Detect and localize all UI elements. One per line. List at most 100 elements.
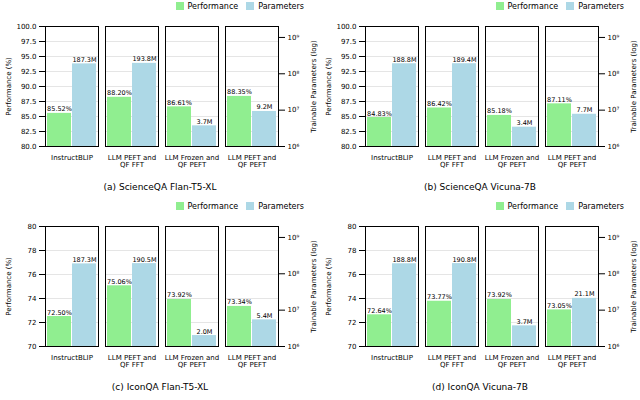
svg-text:188.8M: 188.8M: [392, 256, 416, 264]
svg-text:Performance (%): Performance (%): [5, 257, 13, 316]
svg-text:95.0: 95.0: [341, 53, 357, 61]
svg-text:LLM PEFT andQF FFT: LLM PEFT andQF FFT: [428, 154, 476, 169]
svg-text:21.1M: 21.1M: [574, 290, 594, 298]
svg-text:LLM Frozen andQF PEFT: LLM Frozen andQF PEFT: [485, 154, 539, 169]
svg-text:LLM PEFT andQF PEFT: LLM PEFT andQF PEFT: [548, 154, 596, 169]
svg-text:92.5: 92.5: [21, 68, 37, 76]
svg-text:7.7M: 7.7M: [577, 106, 593, 114]
svg-text:LLM PEFT andQF FFT: LLM PEFT andQF FFT: [428, 354, 476, 369]
svg-text:80: 80: [348, 223, 357, 231]
svg-text:LLM Frozen andQF PEFT: LLM Frozen andQF PEFT: [485, 354, 539, 369]
svg-text:InstructBLIP: InstructBLIP: [51, 354, 93, 362]
svg-text:10⁹: 10⁹: [608, 34, 620, 42]
svg-text:LLM PEFT andQF PEFT: LLM PEFT andQF PEFT: [548, 354, 596, 369]
svg-text:3.4M: 3.4M: [517, 119, 533, 127]
svg-text:3.7M: 3.7M: [197, 118, 213, 126]
svg-text:74: 74: [348, 295, 357, 303]
svg-text:90.0: 90.0: [21, 83, 37, 91]
svg-text:10⁶: 10⁶: [608, 343, 620, 351]
svg-text:InstructBLIP: InstructBLIP: [51, 154, 93, 162]
svg-text:80.0: 80.0: [21, 143, 37, 151]
svg-text:80.0: 80.0: [341, 143, 357, 151]
svg-text:82.5: 82.5: [21, 128, 37, 136]
svg-text:LLM PEFT andQF FFT: LLM PEFT andQF FFT: [108, 354, 156, 369]
svg-text:10⁷: 10⁷: [608, 106, 620, 114]
svg-text:Trainable Parameters (log): Trainable Parameters (log): [310, 40, 318, 134]
svg-text:100.0: 100.0: [336, 23, 356, 31]
svg-text:LLM PEFT andQF PEFT: LLM PEFT andQF PEFT: [228, 354, 276, 369]
svg-text:10⁷: 10⁷: [288, 306, 300, 314]
svg-text:72: 72: [348, 319, 357, 327]
svg-text:InstructBLIP: InstructBLIP: [371, 154, 413, 162]
svg-text:97.5: 97.5: [341, 38, 357, 46]
svg-text:72.50%: 72.50%: [47, 309, 72, 317]
svg-text:100.0: 100.0: [16, 23, 36, 31]
svg-text:10⁸: 10⁸: [288, 270, 300, 278]
svg-text:LLM PEFT andQF FFT: LLM PEFT andQF FFT: [108, 154, 156, 169]
svg-text:85.0: 85.0: [341, 113, 357, 121]
svg-text:85.52%: 85.52%: [47, 105, 72, 113]
svg-text:10⁸: 10⁸: [288, 70, 300, 78]
svg-text:LLM PEFT andQF PEFT: LLM PEFT andQF PEFT: [228, 154, 276, 169]
svg-text:72.64%: 72.64%: [367, 307, 392, 315]
svg-text:10⁶: 10⁶: [288, 343, 300, 351]
svg-text:70: 70: [348, 343, 357, 351]
svg-text:75.06%: 75.06%: [107, 278, 132, 286]
svg-text:Trainable Parameters (log): Trainable Parameters (log): [310, 240, 318, 334]
svg-text:3.7M: 3.7M: [517, 318, 533, 326]
svg-text:Performance (%): Performance (%): [325, 57, 333, 116]
svg-text:92.5: 92.5: [341, 68, 357, 76]
svg-text:187.3M: 187.3M: [72, 256, 96, 264]
svg-text:10⁹: 10⁹: [288, 234, 300, 242]
svg-text:9.2M: 9.2M: [257, 103, 273, 111]
svg-text:10⁸: 10⁸: [608, 70, 620, 78]
svg-text:76: 76: [28, 271, 37, 279]
svg-text:87.11%: 87.11%: [547, 96, 572, 104]
svg-text:10⁹: 10⁹: [288, 34, 300, 42]
svg-text:76: 76: [348, 271, 357, 279]
svg-text:80: 80: [28, 223, 37, 231]
svg-text:InstructBLIP: InstructBLIP: [371, 354, 413, 362]
svg-text:87.5: 87.5: [21, 98, 37, 106]
svg-text:10⁸: 10⁸: [608, 270, 620, 278]
svg-text:78: 78: [348, 247, 357, 255]
svg-text:190.8M: 190.8M: [452, 256, 476, 264]
svg-text:87.5: 87.5: [341, 98, 357, 106]
svg-text:73.34%: 73.34%: [227, 298, 252, 306]
svg-text:10⁹: 10⁹: [608, 234, 620, 242]
svg-text:85.18%: 85.18%: [487, 107, 512, 115]
svg-text:193.8M: 193.8M: [132, 55, 156, 63]
svg-text:97.5: 97.5: [21, 38, 37, 46]
svg-text:Trainable Parameters (log): Trainable Parameters (log): [630, 40, 638, 134]
svg-text:188.8M: 188.8M: [392, 56, 416, 64]
svg-text:LLM Frozen andQF PEFT: LLM Frozen andQF PEFT: [165, 154, 219, 169]
svg-text:LLM Frozen andQF PEFT: LLM Frozen andQF PEFT: [165, 354, 219, 369]
svg-text:Performance (%): Performance (%): [325, 257, 333, 316]
svg-text:70: 70: [28, 343, 37, 351]
svg-text:5.4M: 5.4M: [257, 312, 273, 320]
svg-text:73.77%: 73.77%: [427, 293, 452, 301]
svg-text:190.5M: 190.5M: [132, 256, 156, 264]
svg-text:10⁶: 10⁶: [608, 143, 620, 151]
svg-text:73.92%: 73.92%: [167, 291, 192, 299]
svg-text:2.0M: 2.0M: [197, 328, 213, 336]
svg-text:74: 74: [28, 295, 37, 303]
svg-text:88.35%: 88.35%: [227, 88, 252, 96]
svg-text:84.83%: 84.83%: [367, 110, 392, 118]
svg-text:88.20%: 88.20%: [107, 89, 132, 97]
svg-text:82.5: 82.5: [341, 128, 357, 136]
svg-text:85.0: 85.0: [21, 113, 37, 121]
svg-text:73.05%: 73.05%: [547, 302, 572, 310]
svg-text:95.0: 95.0: [21, 53, 37, 61]
svg-text:72: 72: [28, 319, 37, 327]
svg-text:73.92%: 73.92%: [487, 291, 512, 299]
svg-text:90.0: 90.0: [341, 83, 357, 91]
svg-text:86.42%: 86.42%: [427, 100, 452, 108]
svg-text:187.3M: 187.3M: [72, 56, 96, 64]
svg-text:10⁶: 10⁶: [288, 143, 300, 151]
svg-text:Trainable Parameters (log): Trainable Parameters (log): [630, 240, 638, 334]
svg-text:78: 78: [28, 247, 37, 255]
svg-text:189.4M: 189.4M: [452, 56, 476, 64]
svg-text:10⁷: 10⁷: [288, 106, 300, 114]
svg-text:10⁷: 10⁷: [608, 306, 620, 314]
